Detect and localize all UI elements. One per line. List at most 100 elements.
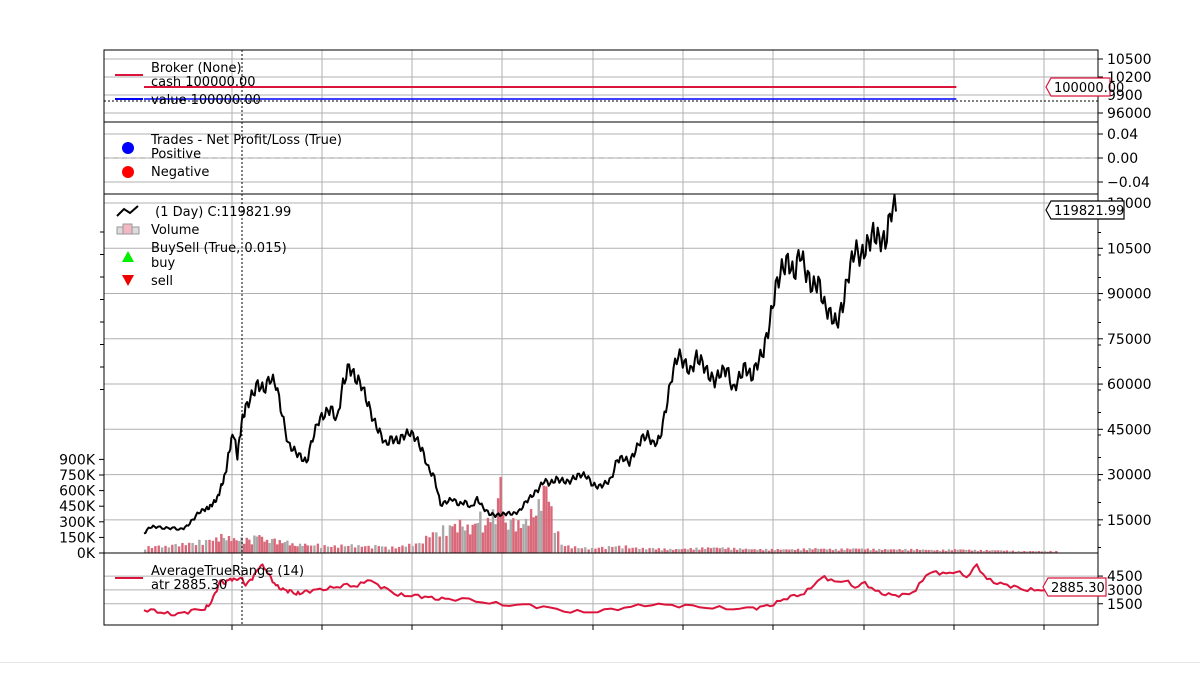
volume-bar [895,549,898,553]
volume-bar [997,550,1000,553]
volume-bar [712,547,716,553]
volume-bar [991,550,994,553]
y-tick-label: 90000 [1107,287,1152,303]
volume-bar [1052,551,1055,553]
volume-bar [374,545,377,553]
volume-bar [773,550,777,553]
volume-bar [834,548,837,553]
volume-bar [553,532,557,553]
volume-bar [857,548,861,553]
page-bottom-rule [0,662,1200,663]
volume-bar [204,540,208,553]
volume-bar [814,548,817,553]
volume-bar [831,550,835,553]
volume-bar [918,549,922,553]
volume-bar [258,535,261,553]
volume-bar [846,548,849,553]
volume-bar [501,511,505,553]
volume-bar [863,549,866,553]
volume-bar [340,544,343,553]
volume-bar [1031,551,1035,553]
volume-bar [597,547,601,553]
volume-bar [227,535,231,553]
volume-bar [912,550,916,553]
volume-bar [904,548,907,553]
volume-bar [245,537,248,553]
volume-bar [343,546,347,553]
volume-bar [463,530,467,553]
volume-bar [930,549,933,553]
close-legend-label: (1 Day) C:119821.99 [151,205,291,220]
volume-bar [764,548,768,553]
volume-bar [414,543,418,553]
volume-bar [982,551,985,553]
volume-bar [683,548,687,553]
volume-bar [507,529,510,553]
atr-legend-label: atr 2885.30 [151,578,227,593]
y-tick-label: 9900 [1107,88,1143,104]
volume-bar [517,520,520,553]
volume-bar [624,545,628,553]
volume-bar [428,537,431,553]
volume-bar [461,526,464,553]
volume-bar [892,549,896,553]
volume-bar [672,549,675,553]
volume-bar [144,549,147,553]
volume-bar [701,547,704,553]
volume-bar [563,546,567,553]
volume-bar [211,540,215,553]
volume-bar [590,548,594,553]
volume-bar [201,544,204,553]
volume-bar [577,548,580,553]
volume-bar [293,545,297,553]
volume-bar [811,549,814,553]
volume-bar [660,550,663,553]
y-tick-label: 10500 [1107,52,1152,68]
cash-legend-label: cash 100000.00 [151,75,256,90]
volume-bar [198,539,201,553]
volume-bar [431,532,435,553]
volume-bar [962,549,965,553]
volume-bar [979,549,983,553]
volume-bar [956,549,959,553]
volume-bar [514,531,518,553]
volume-bar [587,549,590,553]
volume-bar [617,545,621,553]
value-labels-layer: 100000.00 119821.99 2885.30 [1042,77,1125,597]
volume-bar [260,536,264,553]
volume-bar [872,548,875,553]
volume-bar [910,548,913,553]
volume-bar [953,549,956,553]
volume-bar [965,550,968,553]
volume-bar [921,549,925,553]
volume-bar [692,549,695,553]
volume-bar [421,543,424,553]
volume-bar [411,546,414,553]
volume-tick-label: 150K [59,530,96,546]
volume-bar [243,543,246,553]
y-tick-label: 4500 [1107,569,1143,585]
volume-bar [628,548,631,553]
volume-bar [791,549,794,553]
volume-bar [484,525,487,553]
volume-bar [448,525,452,553]
volume-bar [394,548,397,553]
volume-bar [468,534,472,553]
volume-bar [936,549,939,553]
volume-bar [611,546,614,553]
volume-bar [303,543,307,553]
volume-bar [438,536,441,553]
volume-bar [184,545,188,553]
y-tick-label: 30000 [1107,468,1152,484]
volume-bar [1049,550,1052,553]
volume-bar [889,549,893,553]
y-tick-label: 0.00 [1107,151,1138,167]
volume-bar [235,540,238,553]
cash-last-value: 100000.00 [1054,81,1124,96]
y-tick-label: 75000 [1107,332,1152,348]
volume-bar [481,532,485,553]
volume-bar [171,544,174,553]
positive-legend-marker [122,142,134,154]
